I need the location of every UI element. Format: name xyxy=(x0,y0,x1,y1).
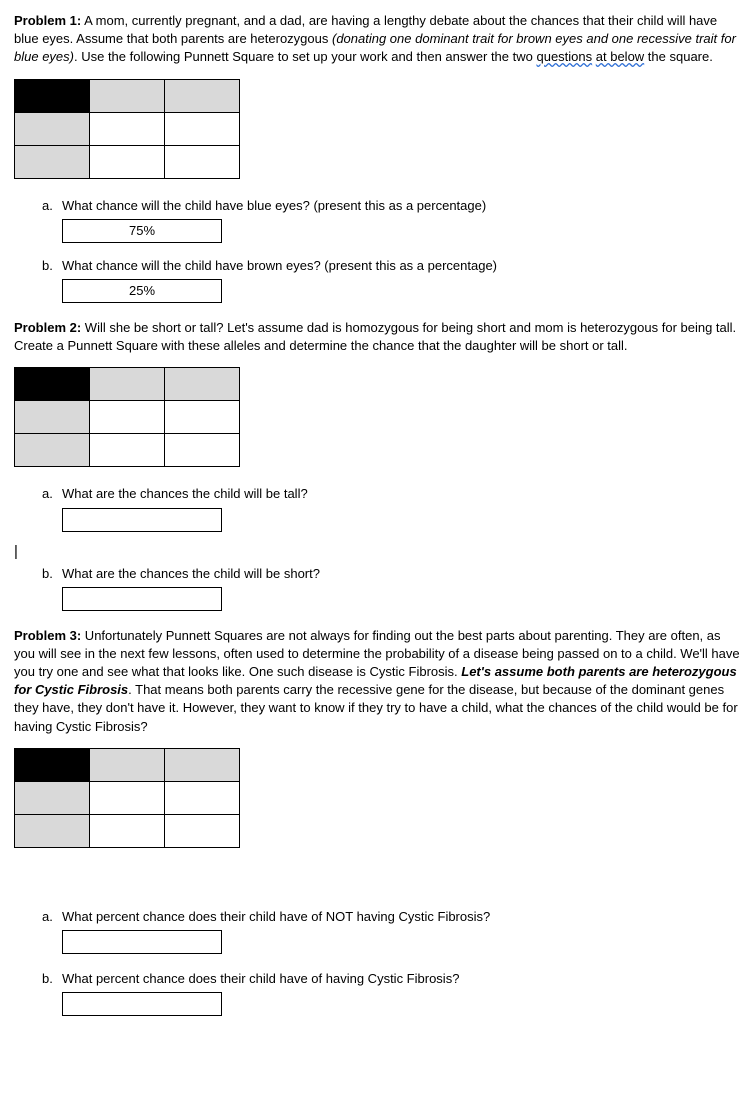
text-cursor: | xyxy=(14,544,742,559)
problem-2-text: Will she be short or tall? Let's assume … xyxy=(14,320,736,353)
punnett-cell xyxy=(90,145,165,178)
answer-box-2b[interactable] xyxy=(62,587,222,611)
punnett-cell xyxy=(15,748,90,781)
problem-1-intro: Problem 1: A mom, currently pregnant, an… xyxy=(14,12,742,67)
question-label: a. xyxy=(42,908,62,926)
problem-3-questions: a. What percent chance does their child … xyxy=(14,908,742,926)
punnett-cell xyxy=(165,368,240,401)
problem-1-text-b: . Use the following Punnett Square to se… xyxy=(74,49,537,64)
question-text: What percent chance does their child hav… xyxy=(62,970,742,988)
answer-box-1a[interactable]: 75% xyxy=(62,219,222,243)
punnett-cell xyxy=(15,434,90,467)
punnett-cell xyxy=(15,112,90,145)
problem-2-questions: a. What are the chances the child will b… xyxy=(14,485,742,531)
punnett-cell xyxy=(15,145,90,178)
punnett-cell xyxy=(15,79,90,112)
problem-2-questions-b: b. What are the chances the child will b… xyxy=(14,565,742,611)
punnett-cell xyxy=(90,401,165,434)
question-1a: a. What chance will the child have blue … xyxy=(42,197,742,215)
question-label: a. xyxy=(42,197,62,215)
problem-1-text-end: the square. xyxy=(644,49,713,64)
question-text: What are the chances the child will be s… xyxy=(62,565,742,583)
punnett-cell xyxy=(165,814,240,847)
problem-2-label: Problem 2: xyxy=(14,320,81,335)
problem-3-label: Problem 3: xyxy=(14,628,81,643)
answer-box-3a[interactable] xyxy=(62,930,222,954)
question-label: b. xyxy=(42,257,62,275)
question-text: What are the chances the child will be t… xyxy=(62,485,742,503)
punnett-cell xyxy=(165,401,240,434)
punnett-cell xyxy=(165,781,240,814)
punnett-cell xyxy=(165,112,240,145)
punnett-cell xyxy=(165,79,240,112)
punnett-cell xyxy=(15,781,90,814)
question-text: What percent chance does their child hav… xyxy=(62,908,742,926)
answer-box-3b[interactable] xyxy=(62,992,222,1016)
problem-2-intro: Problem 2: Will she be short or tall? Le… xyxy=(14,319,742,355)
punnett-cell xyxy=(90,368,165,401)
punnett-cell xyxy=(165,434,240,467)
question-2a: a. What are the chances the child will b… xyxy=(42,485,742,503)
question-label: b. xyxy=(42,970,62,988)
question-3a: a. What percent chance does their child … xyxy=(42,908,742,926)
punnett-cell xyxy=(15,368,90,401)
punnett-cell xyxy=(90,112,165,145)
question-2b: b. What are the chances the child will b… xyxy=(42,565,742,583)
question-1b: b. What chance will the child have brown… xyxy=(42,257,742,275)
question-label: b. xyxy=(42,565,62,583)
question-text: What chance will the child have brown ey… xyxy=(62,257,742,275)
answer-box-2a[interactable] xyxy=(62,508,222,532)
problem-3-intro: Problem 3: Unfortunately Punnett Squares… xyxy=(14,627,742,736)
punnett-cell xyxy=(90,434,165,467)
punnett-cell xyxy=(90,79,165,112)
problem-1-squiggle-1: questions xyxy=(536,49,592,64)
question-label: a. xyxy=(42,485,62,503)
problem-3-questions-b: b. What percent chance does their child … xyxy=(14,970,742,988)
punnett-cell xyxy=(165,748,240,781)
punnett-cell xyxy=(165,145,240,178)
punnett-cell xyxy=(90,814,165,847)
answer-box-1b[interactable]: 25% xyxy=(62,279,222,303)
punnett-cell xyxy=(90,748,165,781)
problem-1-questions: a. What chance will the child have blue … xyxy=(14,197,742,303)
punnett-cell xyxy=(15,401,90,434)
question-3b: b. What percent chance does their child … xyxy=(42,970,742,988)
punnett-cell xyxy=(90,781,165,814)
punnett-square-1 xyxy=(14,79,240,179)
question-text: What chance will the child have blue eye… xyxy=(62,197,742,215)
punnett-square-3 xyxy=(14,748,240,848)
punnett-square-2 xyxy=(14,367,240,467)
punnett-cell xyxy=(15,814,90,847)
problem-1-label: Problem 1: xyxy=(14,13,81,28)
problem-1-squiggle-2: at below xyxy=(596,49,644,64)
